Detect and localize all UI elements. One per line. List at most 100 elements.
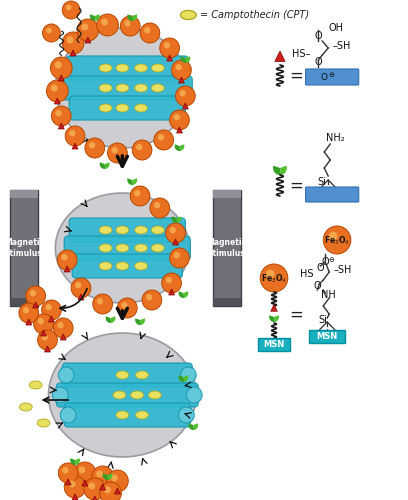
Circle shape [158, 134, 164, 140]
Circle shape [155, 204, 164, 212]
Circle shape [170, 110, 189, 130]
Circle shape [74, 281, 88, 295]
Circle shape [62, 254, 73, 266]
Circle shape [97, 14, 118, 36]
Circle shape [136, 144, 142, 150]
Polygon shape [275, 51, 285, 62]
Circle shape [144, 292, 160, 308]
FancyBboxPatch shape [62, 76, 192, 100]
Circle shape [101, 18, 114, 32]
Circle shape [171, 228, 180, 237]
Ellipse shape [116, 411, 129, 419]
Circle shape [67, 36, 80, 50]
Ellipse shape [135, 244, 147, 252]
Circle shape [173, 114, 180, 120]
Circle shape [94, 296, 111, 312]
FancyBboxPatch shape [66, 56, 188, 80]
Circle shape [67, 6, 75, 14]
Text: OH: OH [328, 23, 343, 33]
Circle shape [175, 86, 195, 106]
Circle shape [47, 80, 68, 102]
Text: O: O [321, 72, 328, 82]
Polygon shape [33, 302, 39, 308]
Circle shape [175, 116, 184, 124]
Circle shape [72, 133, 78, 139]
Circle shape [27, 288, 44, 304]
Circle shape [91, 144, 99, 152]
Circle shape [121, 302, 128, 308]
Circle shape [58, 463, 78, 483]
Circle shape [58, 322, 64, 328]
Circle shape [157, 133, 171, 147]
Circle shape [87, 481, 102, 497]
Circle shape [154, 130, 173, 150]
Wedge shape [193, 424, 198, 430]
Circle shape [39, 332, 56, 348]
FancyBboxPatch shape [69, 96, 185, 120]
Circle shape [70, 40, 76, 46]
Circle shape [104, 486, 117, 500]
Circle shape [167, 224, 184, 242]
Circle shape [69, 8, 74, 12]
Circle shape [323, 226, 351, 254]
Circle shape [182, 93, 188, 99]
Circle shape [51, 57, 72, 79]
Circle shape [165, 44, 174, 52]
Circle shape [135, 143, 149, 157]
Circle shape [100, 474, 106, 480]
Ellipse shape [55, 28, 189, 148]
Wedge shape [132, 178, 137, 185]
Circle shape [26, 286, 46, 306]
Circle shape [66, 478, 84, 496]
Polygon shape [26, 319, 32, 325]
Wedge shape [273, 166, 281, 175]
Circle shape [93, 294, 113, 314]
Text: =: = [289, 177, 303, 195]
Ellipse shape [151, 84, 164, 92]
Text: Magnetic
stimulus: Magnetic stimulus [207, 238, 247, 258]
Ellipse shape [149, 391, 161, 399]
Ellipse shape [135, 371, 149, 379]
Circle shape [146, 294, 157, 306]
Circle shape [54, 109, 69, 123]
Circle shape [64, 2, 79, 18]
Circle shape [166, 223, 185, 243]
Circle shape [329, 232, 345, 248]
Circle shape [268, 272, 280, 284]
Circle shape [44, 303, 58, 317]
Circle shape [154, 202, 166, 214]
Circle shape [61, 466, 75, 480]
Circle shape [142, 290, 162, 310]
Ellipse shape [135, 226, 147, 234]
Circle shape [149, 297, 155, 303]
Polygon shape [82, 480, 88, 486]
Circle shape [60, 253, 74, 267]
Circle shape [89, 482, 101, 496]
FancyBboxPatch shape [72, 254, 182, 278]
Ellipse shape [116, 104, 129, 112]
Circle shape [123, 304, 132, 312]
Circle shape [40, 333, 55, 347]
Circle shape [52, 387, 68, 403]
Circle shape [42, 334, 53, 346]
Circle shape [181, 92, 190, 100]
Circle shape [88, 141, 102, 155]
Circle shape [89, 142, 100, 154]
Polygon shape [70, 50, 76, 56]
Circle shape [266, 270, 275, 278]
Wedge shape [111, 316, 115, 323]
Circle shape [46, 28, 57, 38]
Circle shape [147, 30, 153, 36]
Circle shape [114, 478, 121, 484]
Circle shape [108, 143, 127, 163]
Circle shape [92, 466, 113, 488]
Polygon shape [54, 98, 60, 104]
Circle shape [58, 64, 64, 71]
Circle shape [56, 321, 70, 335]
Ellipse shape [99, 84, 112, 92]
Circle shape [106, 470, 128, 492]
Wedge shape [269, 316, 275, 322]
Wedge shape [184, 292, 188, 298]
Polygon shape [65, 479, 71, 485]
Circle shape [53, 60, 69, 76]
